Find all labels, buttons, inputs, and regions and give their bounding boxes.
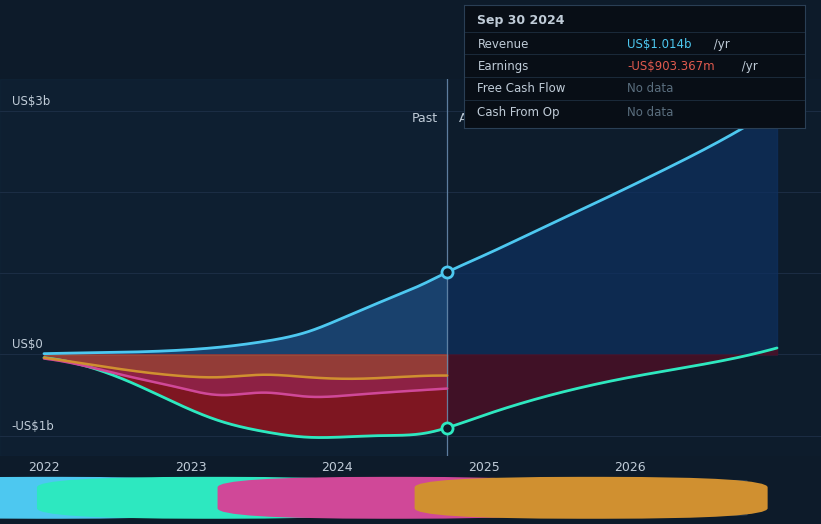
FancyBboxPatch shape (415, 477, 768, 519)
FancyBboxPatch shape (37, 477, 390, 519)
Text: -US$903.367m: -US$903.367m (627, 60, 715, 73)
Text: /yr: /yr (710, 38, 730, 51)
Text: No data: No data (627, 106, 674, 119)
Text: Cash From Op: Cash From Op (614, 492, 702, 504)
FancyBboxPatch shape (0, 477, 226, 519)
Text: Revenue: Revenue (72, 492, 127, 504)
Text: Earnings: Earnings (478, 60, 529, 73)
Text: Sep 30 2024: Sep 30 2024 (478, 14, 565, 27)
FancyBboxPatch shape (218, 477, 571, 519)
Text: /yr: /yr (738, 60, 758, 73)
Text: US$3b: US$3b (11, 95, 50, 108)
Text: Analysts Forecasts: Analysts Forecasts (459, 112, 576, 125)
Text: -US$1b: -US$1b (11, 420, 54, 433)
Text: Free Cash Flow: Free Cash Flow (417, 492, 511, 504)
Text: Earnings: Earnings (236, 492, 291, 504)
Text: Revenue: Revenue (478, 38, 529, 51)
Bar (447, 79, 821, 456)
Bar (0, 79, 447, 456)
Text: US$1.014b: US$1.014b (627, 38, 692, 51)
Text: Free Cash Flow: Free Cash Flow (478, 82, 566, 95)
Text: Past: Past (412, 112, 438, 125)
Text: US$0: US$0 (11, 338, 43, 351)
Text: Cash From Op: Cash From Op (478, 106, 560, 119)
Text: No data: No data (627, 82, 674, 95)
